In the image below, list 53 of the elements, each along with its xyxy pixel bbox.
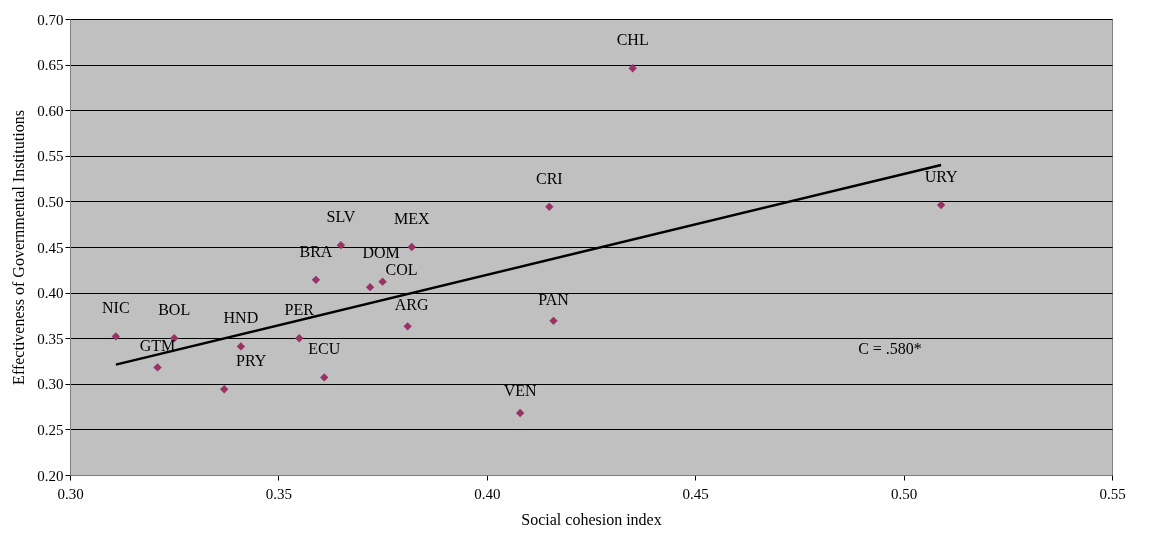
point: [403, 322, 412, 331]
point: [295, 334, 304, 343]
point: [628, 64, 637, 73]
data-label: NIC: [102, 299, 130, 317]
y-tick-label: 0.55: [37, 148, 64, 165]
y-tick-label: 0.45: [37, 239, 64, 256]
point: [515, 408, 525, 418]
data-label: HND: [223, 309, 259, 327]
data-label: PER: [284, 301, 315, 319]
y-tick-label: 0.50: [37, 193, 64, 210]
data-label: URY: [924, 168, 958, 186]
x-axis-title: Social cohesion index: [521, 510, 662, 528]
x-tick-label: 0.55: [1099, 485, 1126, 502]
point: [365, 282, 375, 292]
point: [111, 332, 121, 341]
point: [236, 342, 246, 351]
point: [320, 373, 329, 382]
data-label: COL: [385, 260, 418, 278]
point: [936, 200, 946, 210]
x-tick-label: 0.30: [57, 485, 84, 502]
x-tick-label: 0.45: [682, 485, 709, 502]
data-label: GTM: [139, 337, 176, 355]
y-axis-title: Effectiveness of Governmental Institutions: [10, 110, 28, 385]
point: [153, 363, 162, 372]
point: [378, 277, 387, 286]
data-label: VEN: [503, 381, 538, 399]
y-tick-label: 0.65: [37, 57, 64, 74]
data-label: CHL: [616, 31, 649, 49]
point: [545, 202, 554, 212]
y-tick-label: 0.40: [37, 285, 64, 302]
annotation: C = .580*: [858, 340, 922, 357]
x-tick-label: 0.40: [474, 485, 501, 502]
data-label: ARG: [394, 296, 429, 314]
data-label: ECU: [308, 340, 341, 358]
data-label: BOL: [158, 301, 191, 319]
data-label: MEX: [393, 210, 430, 227]
x-tick-label: 0.50: [890, 485, 918, 502]
point: [549, 316, 558, 326]
x-tick-label: 0.35: [265, 485, 293, 502]
y-tick-label: 0.35: [37, 330, 64, 347]
data-label: PAN: [538, 290, 570, 308]
data-label: SLV: [326, 208, 356, 226]
y-tick-label: 0.25: [37, 421, 64, 438]
point: [311, 275, 321, 285]
y-tick-label: 0.20: [37, 467, 64, 484]
point: [407, 242, 416, 252]
point: [220, 385, 229, 394]
y-tick-label: 0.70: [37, 11, 64, 28]
y-tick-label: 0.60: [37, 102, 64, 119]
data-label: PRY: [236, 352, 267, 370]
point: [336, 240, 346, 250]
y-tick-label: 0.30: [37, 376, 64, 393]
data-label: CRI: [535, 169, 563, 187]
